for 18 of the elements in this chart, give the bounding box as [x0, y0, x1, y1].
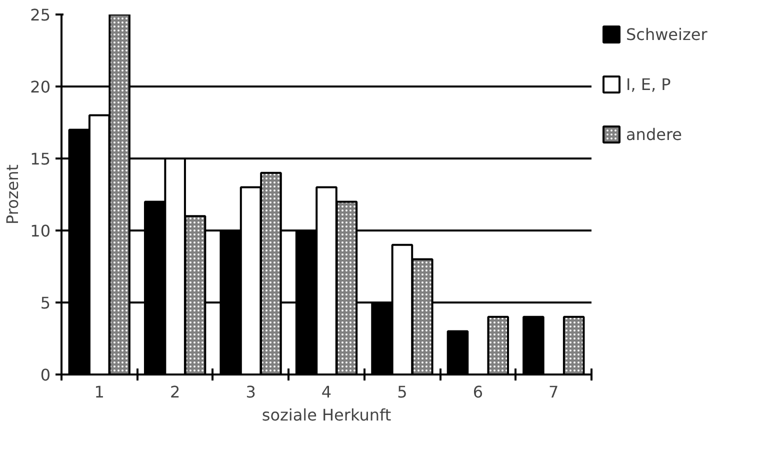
x-tick-label: 1 — [94, 382, 104, 402]
x-tick-label: 7 — [548, 382, 559, 402]
y-tick-label: 5 — [40, 294, 51, 312]
y-axis-title: Prozent — [3, 164, 22, 225]
x-tick-label: 4 — [321, 382, 332, 402]
y-tick-label: 20 — [30, 78, 50, 96]
x-axis-title: soziale Herkunft — [262, 406, 392, 424]
x-tick-label: 3 — [246, 382, 256, 402]
legend-label: I, E, P — [626, 74, 671, 94]
legend-label: Schweizer — [626, 24, 708, 44]
legend-label: andere — [626, 124, 682, 144]
x-tick-label: 6 — [472, 382, 484, 402]
y-tick-label: 25 — [30, 6, 50, 24]
x-tick-label: 5 — [397, 382, 408, 402]
y-tick-label: 10 — [30, 222, 50, 240]
y-tick-label: 15 — [30, 150, 50, 168]
y-tick-label: 0 — [40, 366, 51, 384]
x-tick-label: 2 — [170, 382, 180, 402]
